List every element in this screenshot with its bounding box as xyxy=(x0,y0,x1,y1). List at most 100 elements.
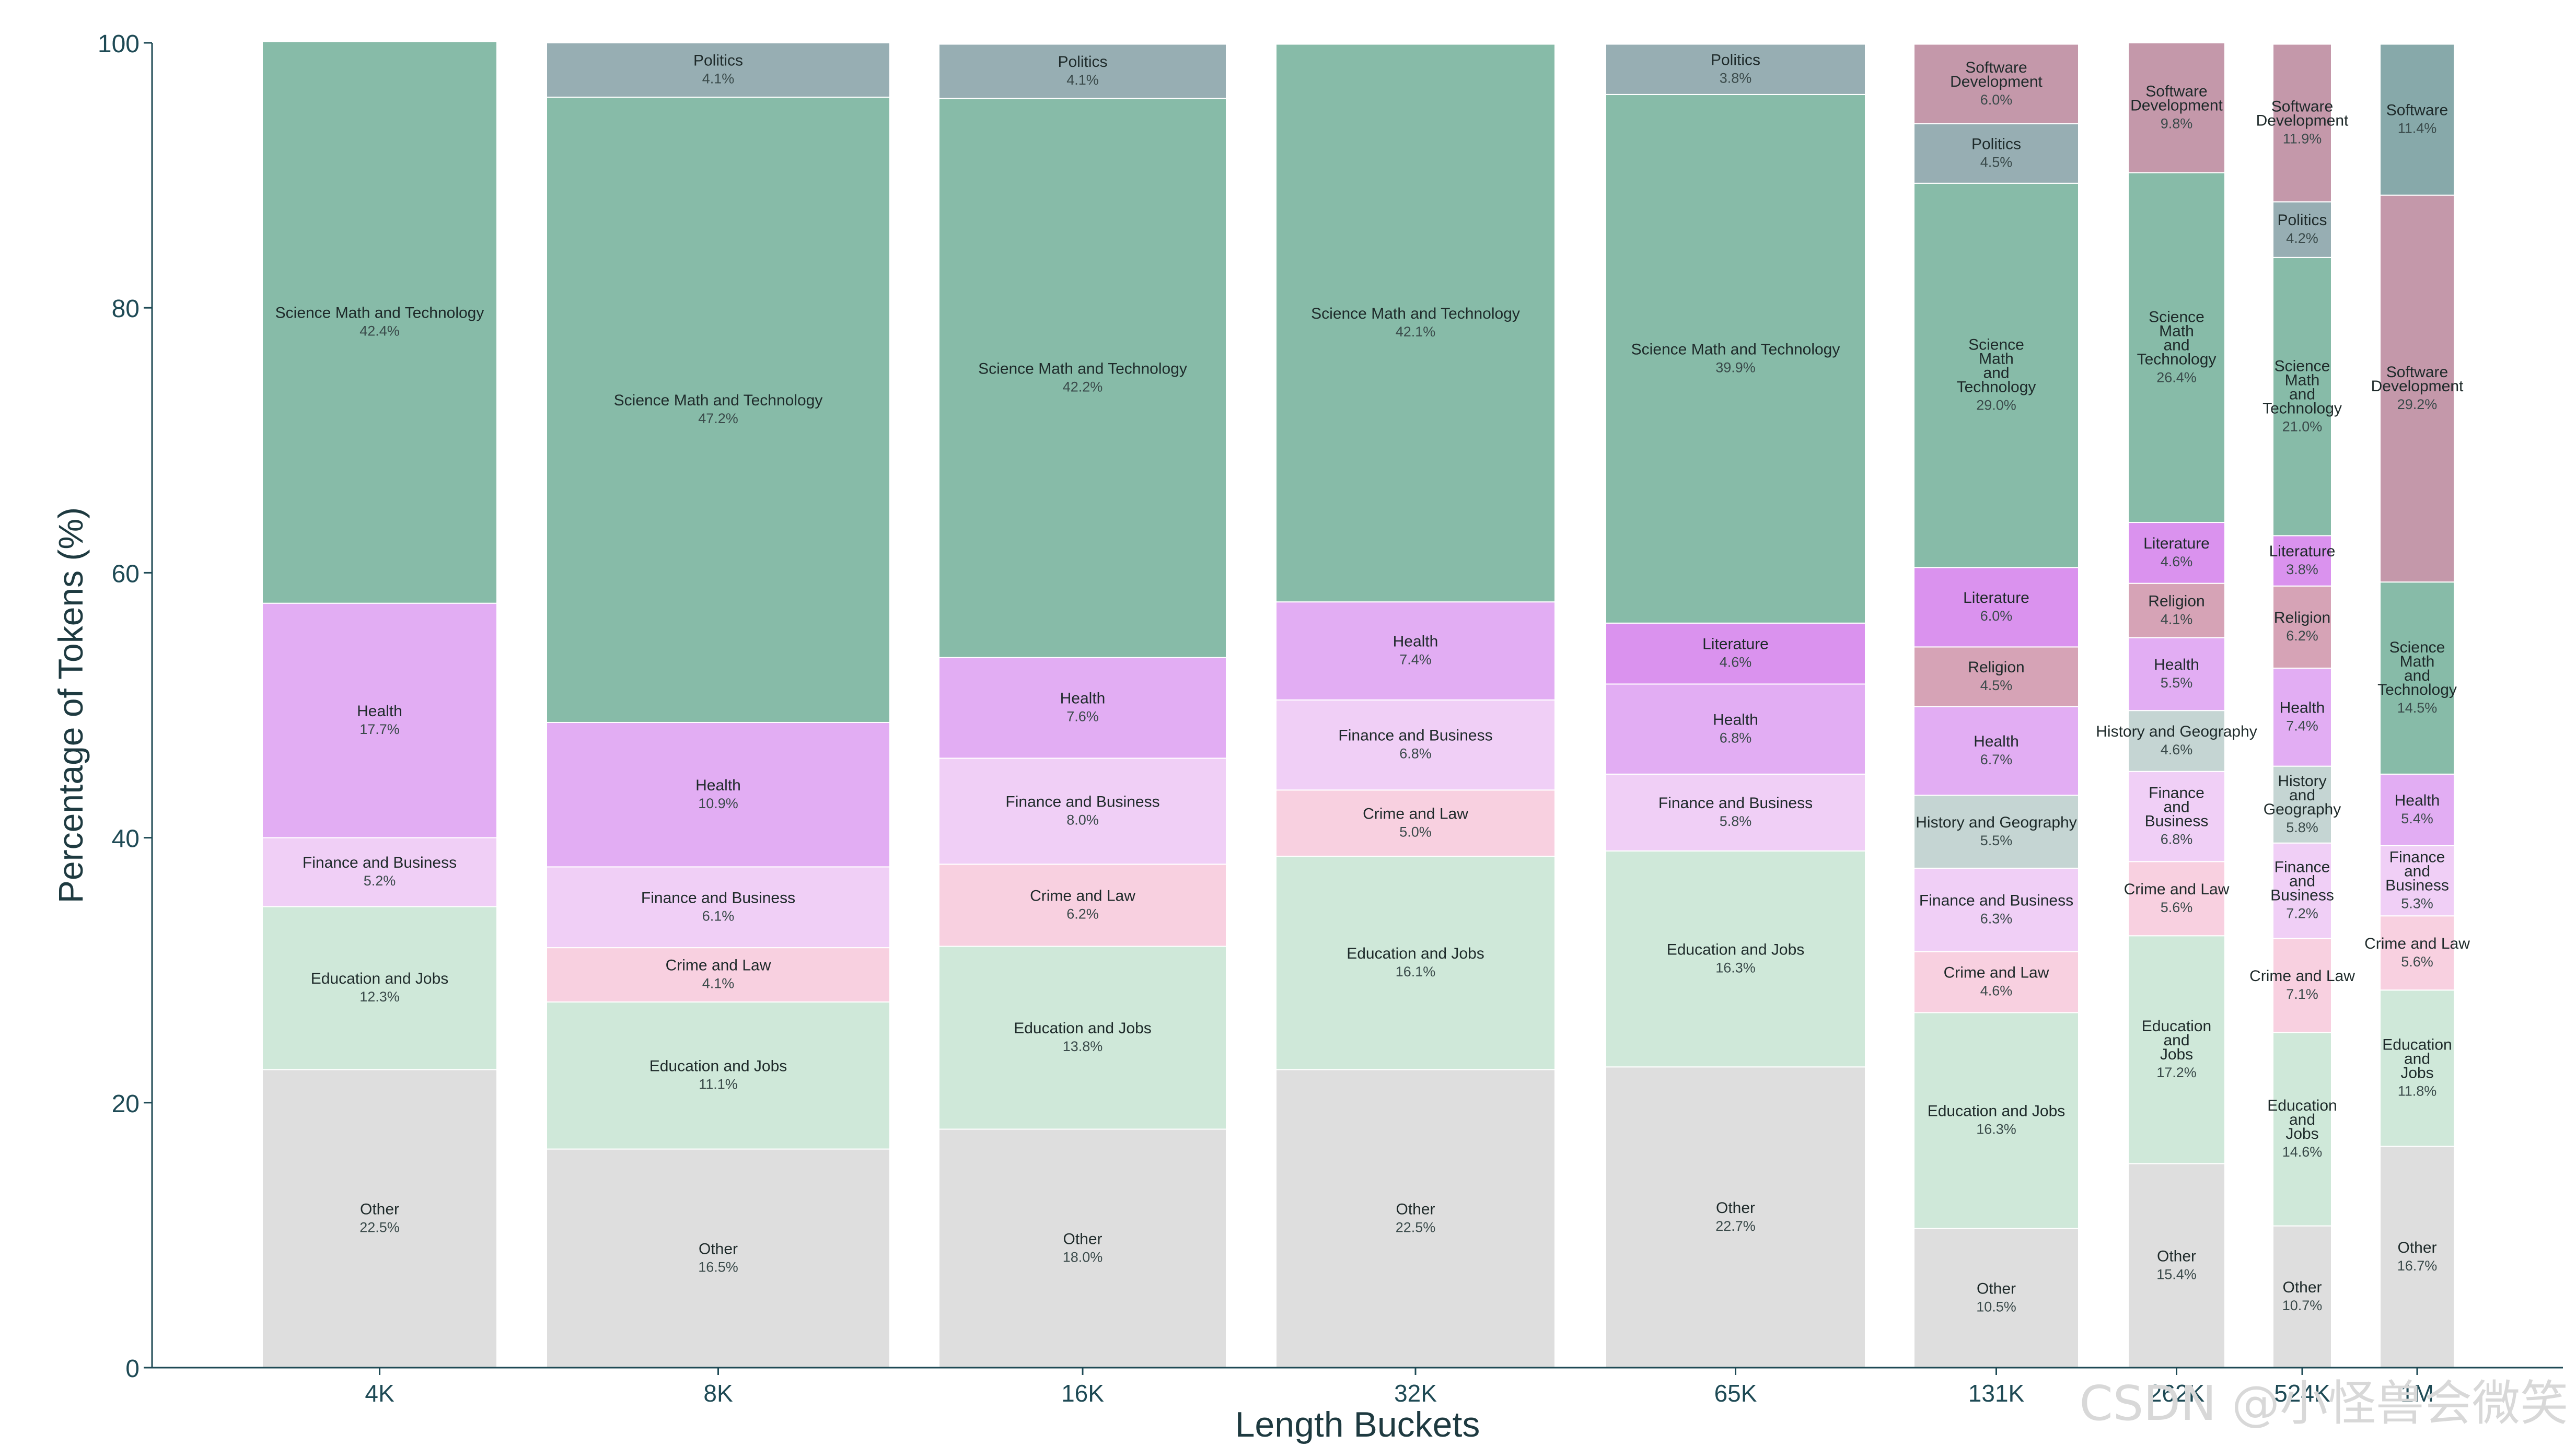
segment-value-label: 5.3% xyxy=(2401,896,2433,912)
x-tick-label: 1M xyxy=(2400,1380,2434,1407)
bar-segment-524k-literature xyxy=(2272,535,2332,587)
segment-label: Religion xyxy=(2274,609,2330,626)
segment-value-label: 5.4% xyxy=(2401,811,2433,826)
segment-label: Science Math and Technology xyxy=(2262,357,2342,417)
bar-segment-1m-software-development xyxy=(2380,194,2455,583)
bar-segment-16k-science-math-and-technology xyxy=(938,98,1227,658)
bar-segment-32k-other xyxy=(1275,1069,1556,1368)
bar-segment-4k-finance-and-business xyxy=(262,837,497,907)
bar-segment-262k-religion xyxy=(2128,582,2225,638)
bar-segment-8k-politics xyxy=(546,42,890,98)
segment-label: Software xyxy=(2386,102,2448,119)
bar-segment-16k-education-and-jobs xyxy=(938,946,1227,1130)
segment-label: Finance and Business xyxy=(2270,859,2334,904)
bar-segment-16k-other xyxy=(938,1128,1227,1369)
segment-label: Finance and Business xyxy=(1658,795,1813,812)
y-tick-label: 40 xyxy=(112,825,140,853)
y-axis-title: Percentage of Tokens (%) xyxy=(51,507,90,903)
bar-segment-4k-health xyxy=(262,602,497,838)
bar-segment-262k-science-math-and-technology xyxy=(2128,172,2225,523)
segment-label: Literature xyxy=(1963,589,2029,607)
x-tick-label: 524K xyxy=(2274,1380,2330,1407)
segment-value-label: 22.7% xyxy=(1715,1218,1756,1234)
bar-segment-131k-software-development xyxy=(1913,43,2079,124)
y-tick-label: 80 xyxy=(112,295,140,323)
bar-stack-16k: Other 18.0% Education and Jobs 13.8% Crime a… xyxy=(938,43,1227,1369)
segment-label: Health xyxy=(2395,792,2440,809)
segment-value-label: 42.4% xyxy=(359,323,400,339)
bar-segment-8k-education-and-jobs xyxy=(546,1001,890,1150)
bar-segment-524k-religion xyxy=(2272,585,2332,669)
segment-label: Other xyxy=(2282,1279,2322,1296)
segment-label: Software Development xyxy=(2256,98,2349,130)
segment-label: Literature xyxy=(1702,636,1769,653)
segment-label: Religion xyxy=(1968,659,2024,676)
segment-label: Science Math and Technology xyxy=(1957,336,2036,396)
bar-segment-65k-other xyxy=(1605,1066,1866,1368)
segment-value-label: 7.4% xyxy=(1399,652,1432,668)
segment-value-label: 16.5% xyxy=(698,1259,738,1275)
segment-label: Education and Jobs xyxy=(649,1057,787,1075)
segment-label: Other xyxy=(2397,1239,2436,1256)
x-tick-label: 32K xyxy=(1394,1380,1437,1407)
segment-label: Education and Jobs xyxy=(2382,1036,2452,1082)
bar-segment-16k-crime-and-law xyxy=(938,864,1227,947)
axes-layer xyxy=(151,43,2563,1369)
segment-value-label: 5.8% xyxy=(1720,813,1752,829)
segment-value-label: 18.0% xyxy=(1063,1249,1103,1265)
segment-label: Education and Jobs xyxy=(2142,1018,2211,1063)
bar-segment-131k-crime-and-law xyxy=(1913,951,2079,1013)
segment-label: Health xyxy=(357,703,402,720)
segment-label: Crime and Law xyxy=(2124,881,2230,898)
segment-label: Science Math and Technology xyxy=(1311,305,1520,322)
segment-value-label: 13.8% xyxy=(1063,1039,1103,1054)
segment-label: Literature xyxy=(2143,535,2210,552)
segment-value-label: 5.6% xyxy=(2401,954,2433,970)
segment-value-label: 5.2% xyxy=(364,873,396,889)
x-ticks: 4K 8K 16K 32K 65K 131K 262K 524K 1M xyxy=(365,1368,2434,1407)
bar-segment-262k-crime-and-law xyxy=(2128,861,2225,937)
segment-label: Health xyxy=(1974,733,2019,750)
segment-value-label: 7.4% xyxy=(2286,718,2318,733)
segment-label: Religion xyxy=(2148,592,2204,610)
segment-value-label: 14.6% xyxy=(2282,1144,2323,1160)
bar-segment-1m-health xyxy=(2380,773,2455,846)
segment-label: Science Math and Technology xyxy=(978,360,1187,377)
segment-value-label: 6.8% xyxy=(2161,832,2193,847)
segment-label: Crime and Law xyxy=(1363,805,1468,822)
bar-segment-8k-health xyxy=(546,721,890,868)
bar-segment-524k-health xyxy=(2272,667,2332,767)
bar-segment-262k-software-development xyxy=(2128,42,2225,173)
x-tick-label: 4K xyxy=(365,1380,394,1407)
segment-value-label: 16.3% xyxy=(1976,1122,2016,1137)
bar-segment-65k-education-and-jobs xyxy=(1605,850,1866,1068)
x-tick-label: 16K xyxy=(1061,1380,1104,1407)
segment-label: Health xyxy=(1060,690,1106,707)
bar-segment-131k-science-math-and-technology xyxy=(1913,182,2079,568)
segment-value-label: 5.0% xyxy=(1399,824,1432,839)
segment-label: Finance and Business xyxy=(641,889,795,906)
segment-value-label: 26.4% xyxy=(2156,369,2197,385)
segment-value-label: 11.8% xyxy=(2398,1083,2437,1099)
segment-label: Other xyxy=(360,1200,399,1218)
bar-segment-16k-finance-and-business xyxy=(938,757,1227,865)
segment-label: Health xyxy=(695,777,741,794)
segment-label: Other xyxy=(1396,1200,1435,1218)
segment-value-label: 17.7% xyxy=(359,721,400,737)
bar-segment-131k-other xyxy=(1913,1228,2079,1368)
segment-value-label: 29.2% xyxy=(2397,397,2438,412)
segment-value-label: 4.1% xyxy=(1066,72,1099,88)
segment-label: Education and Jobs xyxy=(311,970,449,987)
segment-value-label: 6.1% xyxy=(702,908,735,924)
segment-label: Finance and Business xyxy=(1338,727,1492,744)
segment-label: Politics xyxy=(693,52,743,69)
bar-segment-131k-politics xyxy=(1913,123,2079,184)
segment-value-label: 14.5% xyxy=(2397,700,2438,716)
segment-label: Health xyxy=(2154,656,2199,673)
segment-label: Finance and Business xyxy=(1919,892,2073,909)
segment-label: Software Development xyxy=(2130,83,2223,114)
segment-value-label: 5.6% xyxy=(2161,900,2193,915)
segment-label: History and Geography xyxy=(1916,814,2077,831)
